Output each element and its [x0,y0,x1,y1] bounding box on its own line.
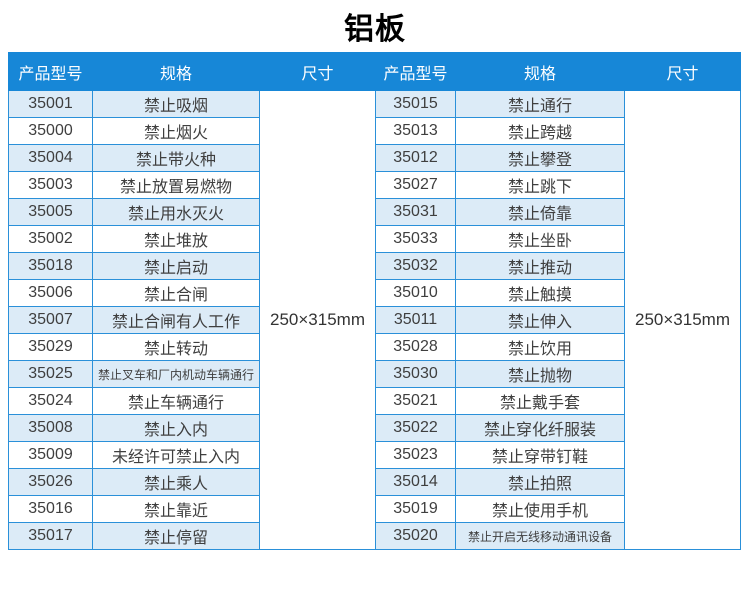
model-cell-left: 35024 [8,387,93,415]
table-row: 35000 禁止烟火 35013 禁止跨越 [8,117,741,145]
model-cell-right: 35032 [375,252,456,280]
spec-cell-right: 禁止戴手套 [455,387,625,415]
model-cell-left: 35003 [8,171,93,199]
spec-cell-left: 禁止用水灭火 [92,198,260,226]
header-spec-right: 规格 [455,52,625,91]
table-row: 35003 禁止放置易燃物 35027 禁止跳下 [8,171,741,199]
model-cell-left: 35007 [8,306,93,334]
spec-cell-left: 禁止靠近 [92,495,260,523]
spec-cell-right: 禁止使用手机 [455,495,625,523]
spec-cell-left: 禁止吸烟 [92,90,260,118]
table-header-row: 产品型号 规格 尺寸 产品型号 规格 尺寸 [8,52,741,91]
model-cell-left: 35016 [8,495,93,523]
model-cell-left: 35018 [8,252,93,280]
spec-cell-left: 禁止放置易燃物 [92,171,260,199]
model-cell-left: 35004 [8,144,93,172]
spec-cell-left: 禁止转动 [92,333,260,361]
spec-cell-left: 禁止车辆通行 [92,387,260,415]
size-cell-right: 250×315mm [624,90,741,550]
table-row: 35029 禁止转动 35028 禁止饮用 [8,333,741,361]
spec-cell-left: 禁止带火种 [92,144,260,172]
spec-cell-right: 禁止跳下 [455,171,625,199]
spec-cell-right: 禁止饮用 [455,333,625,361]
table-row: 35005 禁止用水灭火 35031 禁止倚靠 [8,198,741,226]
table-row: 35018 禁止启动 35032 禁止推动 [8,252,741,280]
model-cell-right: 35031 [375,198,456,226]
spec-cell-right: 禁止攀登 [455,144,625,172]
table-row: 35017 禁止停留 35020 禁止开启无线移动通讯设备 [8,522,741,550]
page-title: 铝板 [344,13,406,46]
table-row: 35009 未经许可禁止入内 35023 禁止穿带钉鞋 [8,441,741,469]
model-cell-right: 35020 [375,522,456,550]
table-row: 35007 禁止合闸有人工作 35011 禁止伸入 [8,306,741,334]
spec-cell-right: 禁止穿化纤服装 [455,414,625,442]
header-size-left: 尺寸 [259,52,376,91]
model-cell-right: 35028 [375,333,456,361]
model-cell-right: 35015 [375,90,456,118]
model-cell-right: 35019 [375,495,456,523]
model-cell-right: 35013 [375,117,456,145]
header-product-model-left: 产品型号 [8,52,93,91]
model-cell-left: 35001 [8,90,93,118]
model-cell-right: 35021 [375,387,456,415]
model-cell-right: 35010 [375,279,456,307]
spec-cell-right: 禁止拍照 [455,468,625,496]
size-cell-left: 250×315mm [259,90,376,550]
spec-cell-left: 禁止乘人 [92,468,260,496]
table-row: 35025 禁止叉车和厂内机动车辆通行 35030 禁止抛物 [8,360,741,388]
model-cell-right: 35022 [375,414,456,442]
spec-cell-right: 禁止开启无线移动通讯设备 [455,522,625,550]
spec-cell-left: 禁止堆放 [92,225,260,253]
model-cell-left: 35029 [8,333,93,361]
header-size-right: 尺寸 [624,52,741,91]
table-row: 35006 禁止合闸 35010 禁止触摸 [8,279,741,307]
spec-cell-right: 禁止伸入 [455,306,625,334]
model-cell-right: 35014 [375,468,456,496]
spec-cell-right: 禁止通行 [455,90,625,118]
table-row: 35001 禁止吸烟 250×315mm 35015 禁止通行 250×315mm [8,90,741,550]
model-cell-left: 35005 [8,198,93,226]
model-cell-left: 35009 [8,441,93,469]
spec-cell-left: 禁止停留 [92,522,260,550]
model-cell-right: 35030 [375,360,456,388]
spec-cell-left: 禁止合闸有人工作 [92,306,260,334]
model-cell-right: 35012 [375,144,456,172]
model-cell-left: 35025 [8,360,93,388]
model-cell-right: 35023 [375,441,456,469]
model-cell-left: 35006 [8,279,93,307]
model-cell-right: 35011 [375,306,456,334]
model-cell-left: 35026 [8,468,93,496]
spec-cell-right: 禁止触摸 [455,279,625,307]
spec-cell-right: 禁止抛物 [455,360,625,388]
product-spec-table: 产品型号 规格 尺寸 产品型号 规格 尺寸 35001 禁止吸烟 250×315mm… [8,52,741,550]
model-cell-left: 35008 [8,414,93,442]
spec-cell-left: 禁止叉车和厂内机动车辆通行 [92,360,260,388]
table-row: 35004 禁止带火种 35012 禁止攀登 [8,144,741,172]
spec-cell-right: 禁止倚靠 [455,198,625,226]
model-cell-right: 35033 [375,225,456,253]
model-cell-left: 35002 [8,225,93,253]
spec-cell-right: 禁止跨越 [455,117,625,145]
table-row: 35002 禁止堆放 35033 禁止坐卧 [8,225,741,253]
spec-cell-left: 禁止入内 [92,414,260,442]
header-product-model-right: 产品型号 [375,52,456,91]
spec-cell-right: 禁止推动 [455,252,625,280]
spec-cell-right: 禁止坐卧 [455,225,625,253]
spec-cell-left: 禁止烟火 [92,117,260,145]
model-cell-left: 35017 [8,522,93,550]
spec-cell-left: 未经许可禁止入内 [92,441,260,469]
model-cell-left: 35000 [8,117,93,145]
model-cell-right: 35027 [375,171,456,199]
spec-cell-left: 禁止启动 [92,252,260,280]
spec-cell-right: 禁止穿带钉鞋 [455,441,625,469]
table-row: 35026 禁止乘人 35014 禁止拍照 [8,468,741,496]
spec-cell-left: 禁止合闸 [92,279,260,307]
table-row: 35008 禁止入内 35022 禁止穿化纤服装 [8,414,741,442]
header-spec-left: 规格 [92,52,260,91]
